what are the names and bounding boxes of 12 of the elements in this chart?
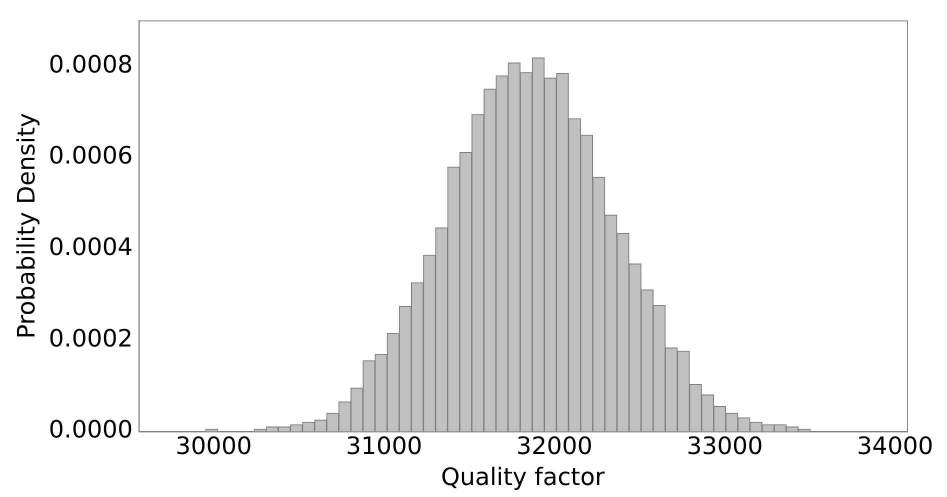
x-tick-label: 32000: [516, 432, 593, 460]
x-tick-label: 33000: [686, 432, 763, 460]
y-tick-label: 0.0000: [48, 416, 133, 444]
x-tick-label: 34000: [856, 432, 934, 460]
y-axis-title: Probability Density: [12, 113, 41, 339]
y-tick-label: 0.0008: [48, 50, 133, 78]
x-tick-label: 31000: [346, 432, 422, 460]
x-axis-title: Quality factor: [441, 462, 605, 491]
y-tick-label: 0.0006: [48, 142, 133, 170]
x-tick-label: 30000: [176, 432, 252, 460]
y-tick-label: 0.0004: [48, 232, 133, 261]
y-tick-label: 0.0002: [48, 324, 133, 352]
